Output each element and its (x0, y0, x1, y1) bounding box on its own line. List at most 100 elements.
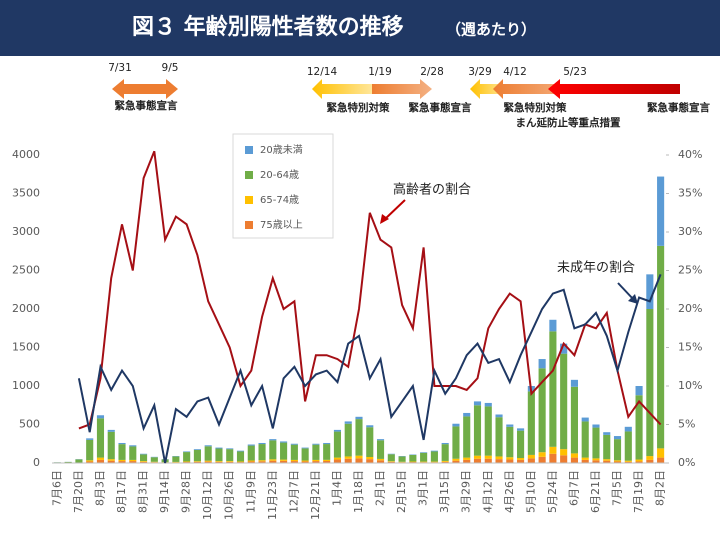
period-label: 緊急事態宣言 (647, 101, 710, 114)
bar-segment (635, 395, 643, 460)
bar-segment (484, 455, 492, 459)
y-tick-label: 1000 (12, 379, 40, 392)
period-arrow (548, 79, 680, 99)
bar-segment (323, 444, 331, 460)
x-tick-label: 11月9日 (244, 470, 257, 513)
x-tick-label: 9月28日 (180, 470, 193, 513)
bar-segment (581, 421, 589, 458)
bar-segment (226, 461, 234, 463)
period-date: 9/5 (162, 62, 179, 74)
x-tick-label: 7月19日 (632, 470, 645, 513)
bar-segment (290, 443, 298, 445)
bar-segment (624, 426, 632, 432)
bar-segment (86, 461, 94, 463)
bar-segment (96, 459, 105, 463)
x-tick-label: 8月31日 (137, 470, 150, 513)
bar-segment (172, 456, 180, 462)
x-tick-label: 10月12日 (201, 470, 214, 520)
legend-label: 75歳以上 (260, 219, 303, 231)
bar-segment (581, 459, 589, 463)
bar-segment (193, 449, 201, 462)
bar-segment (280, 460, 288, 463)
bar-segment (430, 450, 438, 452)
bar-segment (463, 459, 471, 463)
bar-segment (280, 441, 288, 443)
y-tick-label: 1500 (12, 341, 40, 354)
bar-segment (473, 401, 482, 406)
bar-segment (441, 442, 449, 445)
bar-segment (366, 425, 374, 428)
y-tick-label: 0 (33, 456, 40, 469)
bar-segment (323, 459, 331, 461)
bar-segment (603, 460, 611, 463)
period-date: 1/19 (368, 66, 392, 78)
bar-segment (258, 460, 266, 462)
bar-segment (657, 448, 665, 458)
bar-segment (333, 429, 342, 432)
x-tick-label: 11月23日 (266, 470, 279, 520)
period-label: 緊急事態宣言 (409, 101, 472, 114)
callout-arrow (383, 199, 406, 221)
bar-segment (236, 451, 245, 462)
bar-segment (366, 459, 374, 463)
bar-segment (247, 460, 255, 462)
bar-segment (560, 353, 568, 450)
bar-segment (452, 458, 460, 461)
bar-segment (592, 458, 600, 461)
bar-segment (506, 424, 514, 427)
header-band (0, 0, 720, 56)
bar-segment (387, 461, 395, 463)
bar-segment (603, 432, 611, 435)
bar-segment (64, 461, 72, 463)
bar-segment (269, 459, 277, 461)
period-date: 5/23 (563, 66, 587, 78)
bar-segment (355, 416, 363, 420)
bar-segment (183, 461, 191, 463)
period-date: 4/12 (503, 66, 527, 78)
bar-segment (247, 444, 255, 446)
bar-segment (473, 405, 482, 456)
x-tick-label: 10月26日 (223, 470, 236, 520)
bar-segment (129, 446, 137, 460)
x-tick-label: 5月10日 (524, 470, 537, 513)
bar-segment (581, 457, 589, 460)
bar-segment (495, 459, 503, 463)
bar-segment (204, 445, 212, 447)
y-tick-label: 2500 (12, 264, 40, 277)
bar-segment (420, 452, 428, 462)
bar-segment (592, 427, 600, 459)
bar-segment (344, 423, 352, 457)
bar-segment (247, 461, 255, 463)
bar-segment (118, 444, 126, 460)
x-tick-label: 6月7日 (567, 470, 580, 506)
bar-segment (323, 460, 331, 463)
bar-segment (484, 458, 492, 463)
y2-tick-label: 15% (678, 341, 702, 354)
bar-segment (387, 461, 395, 462)
bar-segment (280, 459, 288, 461)
bar-segment (635, 461, 643, 463)
period-date: 2/28 (420, 66, 444, 78)
bar-segment (301, 461, 309, 463)
bar-segment (624, 461, 632, 463)
bar-segment (657, 457, 665, 463)
bar-segment (495, 456, 503, 460)
bar-segment (527, 458, 535, 463)
bar-segment (333, 459, 342, 463)
bar-segment (570, 457, 578, 463)
legend-swatch (245, 146, 253, 154)
y-tick-label: 4000 (12, 148, 40, 161)
y2-tick-label: 25% (678, 264, 702, 277)
period-arrow (470, 79, 505, 99)
bar-segment (560, 449, 568, 456)
bar-segment (140, 461, 148, 462)
bar-segment (215, 461, 223, 463)
period-label: まん延防止等重点措置 (516, 116, 621, 129)
x-tick-label: 7月5日 (611, 470, 624, 506)
bar-segment (592, 460, 600, 463)
bar-segment (193, 461, 201, 462)
bar-segment (269, 440, 277, 460)
bar-segment (150, 457, 158, 462)
legend-swatch (245, 196, 253, 204)
bar-segment (258, 442, 266, 445)
